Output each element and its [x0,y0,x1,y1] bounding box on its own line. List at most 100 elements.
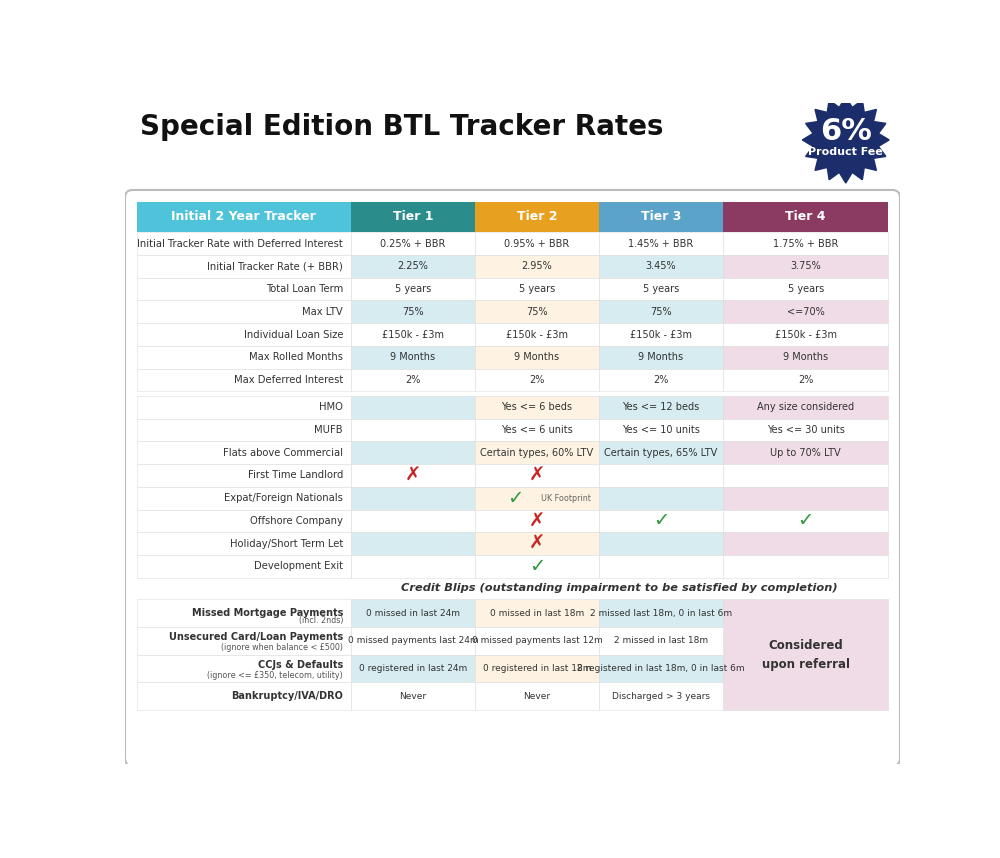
Text: Development Exit: Development Exit [254,561,343,571]
Bar [137,555,351,577]
Bar [599,202,723,233]
Text: 0.25% + BBR: 0.25% + BBR [380,239,446,249]
Text: Max Rolled Months: Max Rolled Months [249,353,343,362]
Bar [137,441,351,464]
Text: MUFB: MUFB [314,425,343,435]
Bar [599,464,723,486]
Text: 0 missed in last 18m: 0 missed in last 18m [490,608,584,618]
Bar [137,655,351,682]
Text: Initial Tracker Rate with Deferred Interest: Initial Tracker Rate with Deferred Inter… [137,239,343,249]
Bar [351,682,475,710]
Bar [723,510,888,532]
Text: 9 Months: 9 Months [390,353,435,362]
Bar [351,369,475,391]
Bar [351,278,475,300]
Text: Expat/Foreign Nationals: Expat/Foreign Nationals [224,493,343,503]
Text: (ignore when balance < £500): (ignore when balance < £500) [221,644,343,652]
Bar [475,464,599,486]
Bar [723,369,888,391]
Text: Discharged > 3 years: Discharged > 3 years [612,692,710,701]
Text: 2 missed last 18m, 0 in last 6m: 2 missed last 18m, 0 in last 6m [590,608,732,618]
Text: 3.75%: 3.75% [790,262,821,271]
Text: Credit Blips (outstanding impairment to be satisfied by completion): Credit Blips (outstanding impairment to … [401,583,838,594]
Text: Any size considered: Any size considered [757,402,854,413]
Text: Tier 2: Tier 2 [517,210,557,223]
Text: 75%: 75% [526,307,548,317]
Text: 5 years: 5 years [788,284,824,294]
Bar [351,599,475,627]
Text: 5 years: 5 years [519,284,555,294]
Bar [137,419,351,441]
Text: Bankruptcy/IVA/DRO: Bankruptcy/IVA/DRO [231,692,343,701]
Bar [599,369,723,391]
Text: 0 missed payments last 12m: 0 missed payments last 12m [472,637,602,645]
Bar [351,655,475,682]
Text: 2%: 2% [653,375,669,385]
Text: ✗: ✗ [529,466,545,485]
Bar [599,300,723,323]
Text: ✗: ✗ [405,466,421,485]
Bar [599,255,723,278]
Bar [137,510,351,532]
Text: £150k - £3m: £150k - £3m [775,329,837,340]
Bar [351,396,475,419]
Bar [475,233,599,255]
Text: 1.45% + BBR: 1.45% + BBR [628,239,694,249]
Bar [599,555,723,577]
Text: Yes <= 10 units: Yes <= 10 units [622,425,700,435]
Text: Yes <= 30 units: Yes <= 30 units [767,425,845,435]
Text: Up to 70% LTV: Up to 70% LTV [770,448,841,457]
Text: Max Deferred Interest: Max Deferred Interest [234,375,343,385]
Bar [599,396,723,419]
Text: 0 registered in last 18m: 0 registered in last 18m [483,664,591,673]
Bar [351,419,475,441]
Text: ✓: ✓ [653,511,669,530]
Text: 75%: 75% [650,307,672,317]
Text: Holiday/Short Term Let: Holiday/Short Term Let [230,539,343,548]
Bar [475,486,599,510]
Bar [723,486,888,510]
Bar [475,202,599,233]
Text: £150k - £3m: £150k - £3m [382,329,444,340]
Text: Certain types, 60% LTV: Certain types, 60% LTV [480,448,593,457]
Bar [351,202,475,233]
Bar [351,255,475,278]
Bar [351,233,475,255]
Bar [599,486,723,510]
Text: 2%: 2% [798,375,813,385]
Text: Product Fee: Product Fee [808,148,883,157]
Text: Max LTV: Max LTV [302,307,343,317]
Bar [599,627,723,655]
Text: ✗: ✗ [529,534,545,553]
Bar [137,396,351,419]
Bar [599,655,723,682]
Text: Offshore Company: Offshore Company [250,516,343,526]
Bar [351,627,475,655]
Bar [475,555,599,577]
Bar [351,441,475,464]
Text: CCJs & Defaults: CCJs & Defaults [258,660,343,670]
Text: Never: Never [523,692,550,701]
Bar [599,419,723,441]
Text: Special Edition BTL Tracker Rates: Special Edition BTL Tracker Rates [140,113,664,141]
Bar [599,323,723,346]
Text: Certain types, 65% LTV: Certain types, 65% LTV [604,448,718,457]
Text: Unsecured Card/Loan Payments: Unsecured Card/Loan Payments [169,632,343,642]
Text: 3.45%: 3.45% [646,262,676,271]
Bar [137,202,351,233]
Bar [599,510,723,532]
Bar [475,369,599,391]
Bar [723,599,888,710]
Bar [475,346,599,369]
Bar [475,255,599,278]
Text: 75%: 75% [402,307,424,317]
Bar [137,233,351,255]
Polygon shape [802,97,889,183]
Text: Yes <= 12 beds: Yes <= 12 beds [622,402,700,413]
Text: ✗: ✗ [529,511,545,530]
Bar [351,486,475,510]
Text: 2 registered in last 18m, 0 in last 6m: 2 registered in last 18m, 0 in last 6m [577,664,745,673]
Bar [599,278,723,300]
Bar [599,441,723,464]
Text: Tier 4: Tier 4 [785,210,826,223]
